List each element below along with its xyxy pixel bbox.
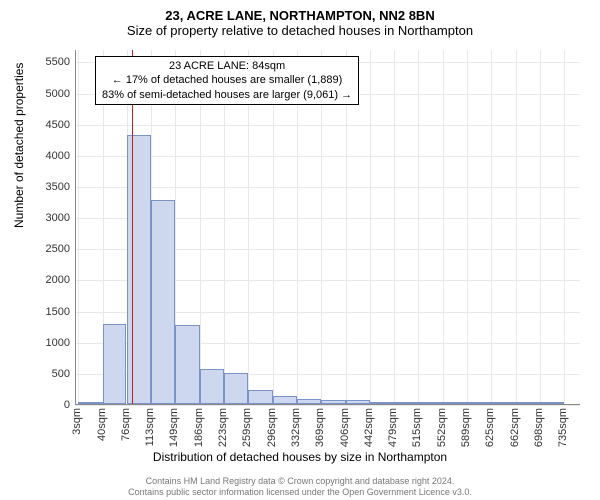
- histogram-bar: [297, 399, 322, 404]
- histogram-bar: [200, 369, 225, 405]
- grid-line-v: [491, 50, 492, 404]
- y-tick-label: 3500: [30, 181, 70, 193]
- footer-line-1: Contains HM Land Registry data © Crown c…: [0, 476, 600, 487]
- x-tick-label: 515sqm: [411, 408, 423, 447]
- histogram-bar: [175, 325, 200, 404]
- histogram-bar: [346, 400, 370, 404]
- y-tick-label: 5000: [30, 88, 70, 100]
- chart-title: 23, ACRE LANE, NORTHAMPTON, NN2 8BN: [0, 0, 600, 23]
- y-tick-label: 1000: [30, 337, 70, 349]
- y-tick-label: 5500: [30, 56, 70, 68]
- annotation-line-1: 23 ACRE LANE: 84sqm: [102, 59, 352, 73]
- histogram-bar: [491, 402, 516, 404]
- annotation-line-3: 83% of semi-detached houses are larger (…: [102, 88, 352, 102]
- y-tick-label: 4000: [30, 150, 70, 162]
- annotation-box: 23 ACRE LANE: 84sqm ← 17% of detached ho…: [95, 56, 359, 105]
- histogram-bar: [370, 402, 395, 404]
- histogram-bar: [127, 135, 152, 404]
- x-tick-label: 442sqm: [363, 408, 375, 447]
- x-tick-label: 76sqm: [120, 408, 132, 441]
- x-tick-label: 589sqm: [460, 408, 472, 447]
- histogram-bar: [516, 402, 540, 404]
- histogram-bar: [418, 402, 443, 404]
- histogram-bar: [224, 373, 248, 404]
- annotation-line-2: ← 17% of detached houses are smaller (1,…: [102, 73, 352, 87]
- grid-line-h: [76, 405, 580, 406]
- grid-line-v: [394, 50, 395, 404]
- x-tick-label: 698sqm: [533, 408, 545, 447]
- y-tick-label: 3000: [30, 212, 70, 224]
- x-tick-label: 735sqm: [557, 408, 569, 447]
- histogram-bar: [394, 402, 418, 404]
- histogram-bar: [443, 402, 468, 404]
- x-tick-label: 223sqm: [217, 408, 229, 447]
- x-tick-label: 259sqm: [241, 408, 253, 447]
- x-tick-label: 479sqm: [387, 408, 399, 447]
- footer-attribution: Contains HM Land Registry data © Crown c…: [0, 476, 600, 498]
- y-tick-label: 4500: [30, 119, 70, 131]
- histogram-bar: [151, 200, 175, 404]
- histogram-bar: [321, 400, 346, 404]
- x-tick-label: 296sqm: [266, 408, 278, 447]
- grid-line-v: [443, 50, 444, 404]
- y-axis-label: Number of detached properties: [12, 63, 26, 228]
- x-tick-label: 625sqm: [484, 408, 496, 447]
- footer-line-2: Contains public sector information licen…: [0, 487, 600, 498]
- grid-line-v: [78, 50, 79, 404]
- grid-line-v: [467, 50, 468, 404]
- x-tick-label: 149sqm: [168, 408, 180, 447]
- x-tick-label: 3sqm: [71, 408, 83, 435]
- x-tick-label: 186sqm: [193, 408, 205, 447]
- histogram-bar: [78, 402, 103, 404]
- chart-subtitle: Size of property relative to detached ho…: [0, 23, 600, 42]
- y-tick-label: 2000: [30, 274, 70, 286]
- y-tick-label: 500: [30, 368, 70, 380]
- grid-line-v: [370, 50, 371, 404]
- grid-line-v: [418, 50, 419, 404]
- y-tick-label: 2500: [30, 243, 70, 255]
- histogram-bar: [467, 402, 491, 404]
- x-tick-label: 113sqm: [144, 408, 156, 446]
- x-tick-label: 406sqm: [339, 408, 351, 447]
- histogram-bar: [248, 390, 273, 404]
- y-tick-label: 0: [30, 399, 70, 411]
- x-tick-label: 332sqm: [290, 408, 302, 447]
- chart-container: 23, ACRE LANE, NORTHAMPTON, NN2 8BN Size…: [0, 0, 600, 500]
- y-tick-label: 1500: [30, 306, 70, 318]
- x-tick-label: 369sqm: [314, 408, 326, 447]
- grid-line-v: [516, 50, 517, 404]
- x-axis-label: Distribution of detached houses by size …: [0, 450, 600, 464]
- grid-line-v: [564, 50, 565, 404]
- x-tick-label: 40sqm: [96, 408, 108, 441]
- histogram-bar: [273, 396, 297, 404]
- histogram-bar: [103, 324, 127, 404]
- histogram-bar: [540, 402, 565, 404]
- grid-line-v: [540, 50, 541, 404]
- x-tick-label: 552sqm: [436, 408, 448, 447]
- x-tick-label: 662sqm: [509, 408, 521, 447]
